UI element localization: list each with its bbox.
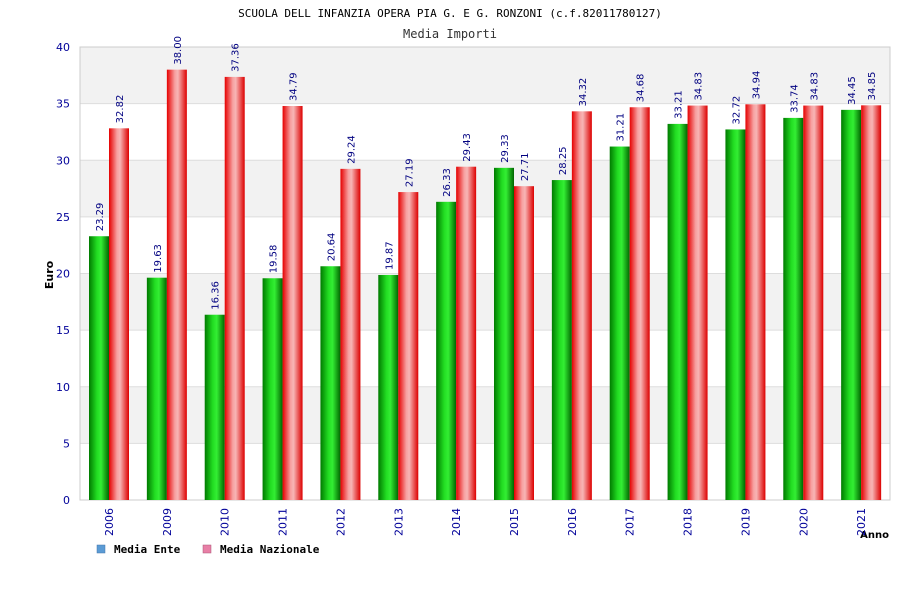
data-label: 32.82: [115, 95, 126, 124]
bar-media-ente: [667, 123, 688, 500]
bar-media-nazionale: [340, 168, 361, 500]
chart-title: SCUOLA DELL INFANZIA OPERA PIA G. E G. R…: [238, 7, 662, 20]
x-tick-label: 2020: [797, 508, 810, 536]
legend: Media Ente Media Nazionale: [96, 543, 320, 556]
grid-band: [80, 47, 890, 104]
bar-media-ente: [609, 146, 630, 500]
data-label: 20.64: [326, 233, 337, 262]
x-tick-label: 2019: [739, 508, 752, 536]
bar-media-ente: [841, 109, 862, 500]
data-label: 29.43: [462, 133, 473, 162]
bar-media-ente: [551, 180, 572, 500]
data-label: 34.94: [751, 71, 762, 100]
bar-media-nazionale: [571, 111, 592, 501]
y-tick-label: 25: [56, 211, 70, 224]
bar-media-nazionale: [456, 166, 477, 500]
bar-media-nazionale: [803, 105, 824, 501]
data-label: 29.24: [346, 135, 357, 164]
data-label: 29.33: [500, 134, 511, 163]
x-tick-label: 2021: [855, 508, 868, 536]
legend-label-media-ente: Media Ente: [114, 543, 181, 556]
grid-band: [80, 273, 890, 331]
bar-media-nazionale: [224, 76, 245, 500]
data-label: 34.83: [694, 72, 705, 101]
bar-media-ente: [320, 266, 341, 500]
bar-media-ente: [783, 117, 804, 500]
y-tick-label: 10: [56, 381, 70, 394]
data-label: 16.36: [211, 281, 222, 310]
x-tick-label: 2016: [566, 508, 579, 536]
x-tick-label: 2010: [219, 508, 232, 536]
bar-media-ente: [89, 236, 109, 500]
data-label: 26.33: [442, 168, 453, 197]
y-tick-label: 30: [56, 154, 70, 167]
data-label: 32.72: [731, 96, 742, 125]
bar-media-ente: [494, 167, 514, 500]
legend-swatch-media-nazionale: [202, 544, 212, 554]
data-label: 34.68: [636, 74, 647, 103]
data-label: 23.29: [95, 203, 106, 232]
data-label: 19.63: [153, 244, 164, 273]
bar-media-ente: [725, 129, 746, 501]
x-tick-label: 2006: [103, 508, 116, 536]
legend-label-media-nazionale: Media Nazionale: [220, 543, 320, 556]
bar-media-nazionale: [629, 107, 650, 501]
data-label: 34.83: [809, 72, 820, 101]
x-tick-label: 2009: [161, 508, 174, 536]
y-tick-label: 35: [56, 98, 70, 111]
data-label: 34.85: [867, 72, 878, 101]
data-label: 19.87: [384, 241, 395, 270]
bar-media-ente: [378, 274, 399, 500]
bar-media-nazionale: [166, 69, 187, 501]
x-tick-label: 2017: [624, 508, 637, 536]
y-tick-label: 5: [63, 437, 70, 450]
bar-media-ente: [436, 201, 457, 500]
y-tick-label: 20: [56, 268, 70, 281]
data-label: 19.58: [269, 245, 280, 274]
data-label: 33.21: [674, 90, 685, 119]
grid-band: [80, 160, 890, 217]
bar-media-ente: [204, 314, 225, 500]
x-tick-label: 2011: [277, 508, 290, 536]
chart-subtitle: Media Importi: [403, 27, 497, 41]
plot-frame: [79, 46, 891, 501]
x-tick-label: 2015: [508, 508, 521, 536]
data-label: 31.21: [616, 113, 627, 142]
legend-swatch-media-ente: [96, 544, 106, 554]
y-tick-label: 40: [56, 41, 70, 54]
bar-media-nazionale: [514, 186, 534, 500]
y-tick-label: 0: [63, 494, 70, 507]
y-axis-label: Euro: [43, 260, 56, 289]
bar-media-nazionale: [687, 105, 708, 501]
bar-media-nazionale: [282, 106, 303, 501]
data-label: 34.79: [289, 72, 300, 101]
bar-media-ente: [262, 278, 283, 500]
bar-media-ente: [146, 277, 167, 500]
x-tick-label: 2012: [334, 508, 347, 536]
bar-media-nazionale: [861, 105, 882, 500]
bar-media-nazionale: [398, 192, 419, 501]
x-tick-label: 2014: [450, 508, 463, 536]
bar-media-nazionale: [745, 104, 766, 500]
data-label: 34.32: [578, 78, 589, 107]
bar-media-nazionale: [109, 128, 129, 500]
grid-band: [80, 386, 890, 444]
data-label: 37.36: [231, 43, 242, 72]
data-label: 33.74: [789, 84, 800, 113]
x-tick-label: 2018: [682, 508, 695, 536]
data-label: 27.71: [520, 153, 531, 182]
data-label: 27.19: [404, 158, 415, 187]
data-label: 38.00: [173, 36, 184, 65]
y-tick-label: 15: [56, 324, 70, 337]
x-tick-label: 2013: [392, 508, 405, 536]
data-label: 34.45: [847, 76, 858, 105]
x-axis-label: Anno: [860, 530, 889, 541]
data-label: 28.25: [558, 146, 569, 175]
